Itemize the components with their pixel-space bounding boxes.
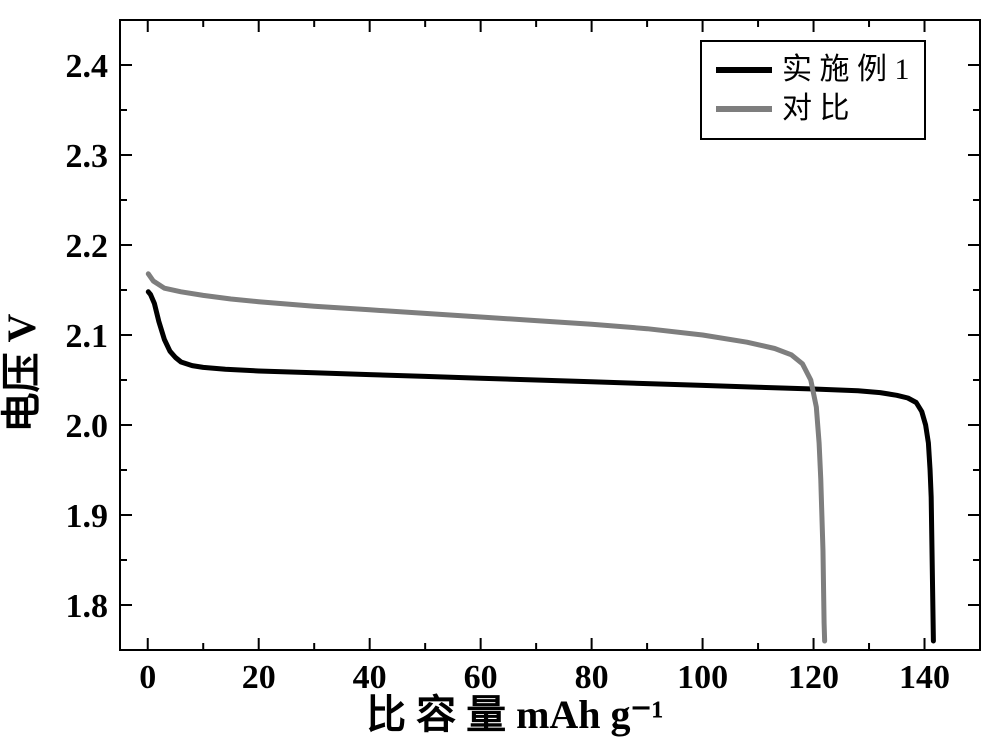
- x-tick-label: 100: [677, 659, 728, 696]
- legend-item: 实 施 例 1: [716, 50, 910, 89]
- y-tick-label: 2.1: [66, 318, 109, 355]
- y-tick-label: 2.4: [66, 48, 109, 85]
- y-tick-label: 1.9: [66, 498, 109, 535]
- legend-label: 实 施 例 1: [782, 50, 910, 89]
- x-tick-label: 0: [139, 659, 156, 696]
- y-tick-label: 2.3: [66, 138, 109, 175]
- legend-swatch: [716, 67, 772, 73]
- legend-label: 对 比: [782, 89, 850, 128]
- legend: 实 施 例 1对 比: [700, 40, 926, 140]
- series-line: [148, 292, 933, 641]
- y-tick-label: 1.8: [66, 588, 109, 625]
- x-tick-label: 120: [788, 659, 839, 696]
- y-axis-label: 电压 V: [0, 314, 47, 433]
- y-tick-label: 2.0: [66, 408, 109, 445]
- chart-container: 0204060801001201401.81.92.02.12.22.32.4 …: [0, 0, 1000, 746]
- x-axis-label: 比 容 量 mAh g⁻¹: [366, 682, 664, 740]
- series-line: [148, 274, 824, 641]
- y-tick-label: 2.2: [66, 228, 109, 265]
- x-tick-label: 140: [899, 659, 950, 696]
- legend-item: 对 比: [716, 89, 910, 128]
- legend-swatch: [716, 106, 772, 112]
- x-tick-label: 20: [242, 659, 276, 696]
